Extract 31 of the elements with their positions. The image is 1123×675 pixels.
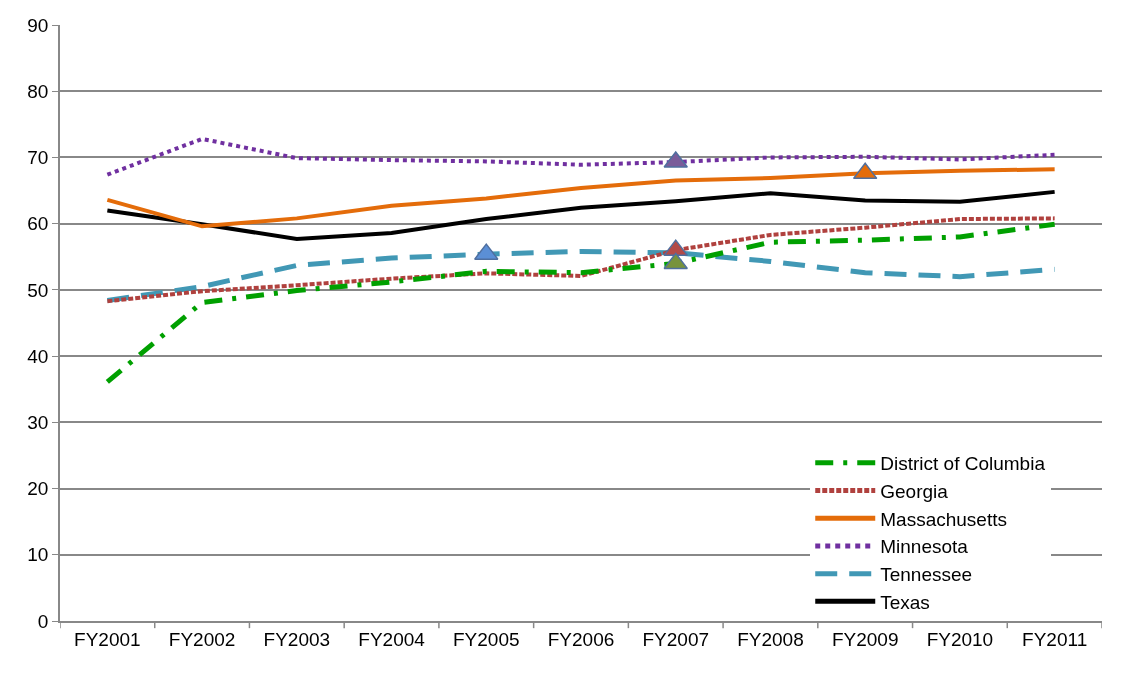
x-tick-label: FY2005 — [453, 628, 520, 650]
y-tick-label: 20 — [27, 478, 49, 500]
y-tick-label: 50 — [27, 279, 49, 301]
y-tick-label: 10 — [27, 544, 49, 566]
x-tick-label: FY2011 — [1022, 628, 1088, 650]
x-tick-label: FY2001 — [74, 628, 141, 650]
legend-label: Tennessee — [880, 564, 973, 586]
y-tick-label: 60 — [27, 213, 49, 235]
y-tick-label: 90 — [27, 14, 49, 36]
line-series — [105, 167, 1057, 229]
legend-label: Minnesota — [880, 536, 969, 558]
x-tick-label: FY2004 — [358, 628, 426, 650]
line-series — [105, 189, 1057, 241]
legend-label: District of Columbia — [880, 453, 1046, 475]
legend-label: Massachusetts — [880, 508, 1007, 530]
y-tick-label: 40 — [27, 345, 49, 367]
x-tick-label: FY2006 — [547, 628, 615, 650]
y-tick-label: 70 — [27, 147, 49, 169]
line-series — [105, 136, 1057, 177]
x-tick-label: FY2007 — [642, 628, 709, 650]
legend-label: Georgia — [880, 480, 949, 502]
x-tick-label: FY2008 — [737, 628, 804, 650]
line-series — [105, 216, 1057, 304]
y-tick-label: 30 — [27, 411, 49, 433]
y-tick-label: 80 — [27, 80, 49, 102]
legend-label: Texas — [880, 591, 930, 613]
x-tick-label: FY2002 — [168, 628, 236, 650]
x-tick-label: FY2003 — [263, 628, 331, 650]
y-tick-label: 0 — [37, 610, 49, 632]
x-tick-label: FY2009 — [831, 628, 899, 650]
x-tick-label: FY2010 — [926, 628, 994, 650]
